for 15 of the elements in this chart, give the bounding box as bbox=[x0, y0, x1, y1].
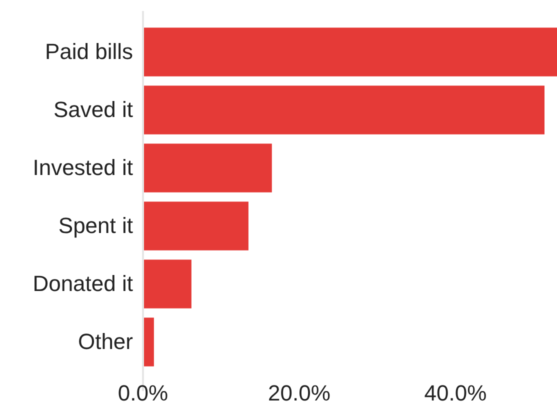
bar bbox=[143, 28, 557, 76]
x-tick-label: 40.0% bbox=[424, 380, 487, 406]
y-tick-label: Invested it bbox=[32, 155, 133, 180]
x-tick-label: 0.0% bbox=[118, 380, 168, 406]
y-tick-label: Other bbox=[78, 329, 133, 354]
bar bbox=[143, 86, 544, 134]
y-tick-label: Spent it bbox=[58, 213, 133, 238]
bar bbox=[143, 202, 248, 250]
bar bbox=[143, 318, 154, 366]
y-tick-label: Paid bills bbox=[44, 39, 133, 64]
bar bbox=[143, 144, 272, 192]
bar bbox=[143, 260, 192, 308]
x-tick-label: 20.0% bbox=[268, 380, 330, 406]
y-tick-label: Donated it bbox=[32, 271, 133, 296]
y-tick-label: Saved it bbox=[54, 97, 133, 122]
